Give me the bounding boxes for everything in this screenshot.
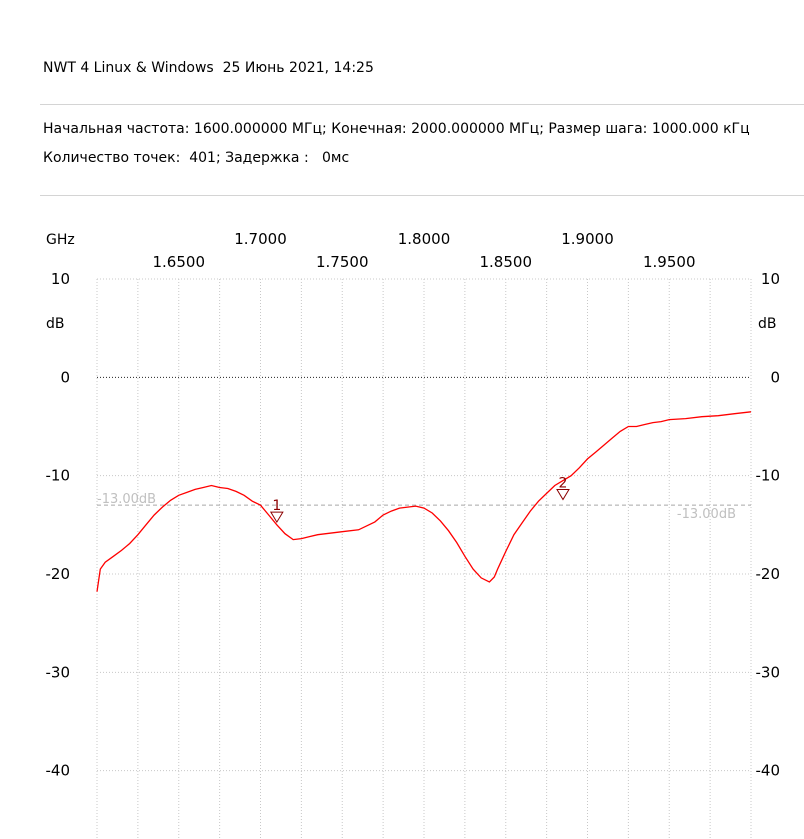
y-unit-label-left: dB — [46, 316, 65, 332]
series-line — [96, 411, 752, 592]
x-tick-label: 1.7500 — [316, 253, 369, 271]
x-tick-label: 1.8500 — [480, 253, 533, 271]
y-tick-label-right: 0 — [770, 368, 780, 386]
y-tick-label-right: -30 — [756, 663, 781, 681]
y-tick-label-left: -30 — [46, 663, 71, 681]
plot-axes: -13.00dB -13.00dB GHz dB dB 1.7000 1.8000 1.900… — [46, 230, 781, 780]
y-tick-label-right: -20 — [756, 565, 781, 583]
y-tick-label-left: -40 — [46, 762, 71, 780]
marker-label: 2 — [559, 475, 568, 491]
x-unit-label: GHz — [46, 232, 75, 248]
plot-markers: 12 — [269, 475, 570, 524]
y-tick-label-left: -10 — [46, 467, 71, 485]
reference-label-right: -13.00dB — [677, 507, 736, 522]
y-tick-label-left: 0 — [60, 368, 70, 386]
plot-traces — [96, 411, 752, 592]
x-tick-label: 1.9500 — [643, 253, 696, 271]
plot-grid — [96, 278, 752, 839]
x-tick-label: 1.6500 — [153, 253, 206, 271]
y-tick-label-left: -20 — [46, 565, 71, 583]
sweep-parameters: Начальная частота: 1600.000000 МГц; Коне… — [43, 121, 750, 137]
header-separator-1 — [40, 104, 804, 105]
y-tick-label-right: -40 — [756, 762, 781, 780]
reference-label-left: -13.00dB — [97, 492, 156, 507]
marker-triangle — [269, 511, 284, 524]
header-title: NWT 4 Linux & Windows 25 Июнь 2021, 14:2… — [43, 60, 374, 76]
marker-triangle — [556, 488, 570, 501]
y-unit-label-right: dB — [758, 316, 777, 332]
sweep-points-delay: Количество точек: 401; Задержка : 0мс — [43, 150, 350, 166]
y-tick-label-right: -10 — [756, 467, 781, 485]
y-tick-label-right: 10 — [761, 270, 780, 288]
header-separator-2 — [40, 195, 804, 196]
x-tick-label: 1.8000 — [398, 230, 451, 248]
x-tick-label: 1.9000 — [561, 230, 614, 248]
x-tick-label: 1.7000 — [234, 230, 287, 248]
y-tick-label-left: 10 — [51, 270, 70, 288]
marker-label: 1 — [272, 498, 281, 514]
